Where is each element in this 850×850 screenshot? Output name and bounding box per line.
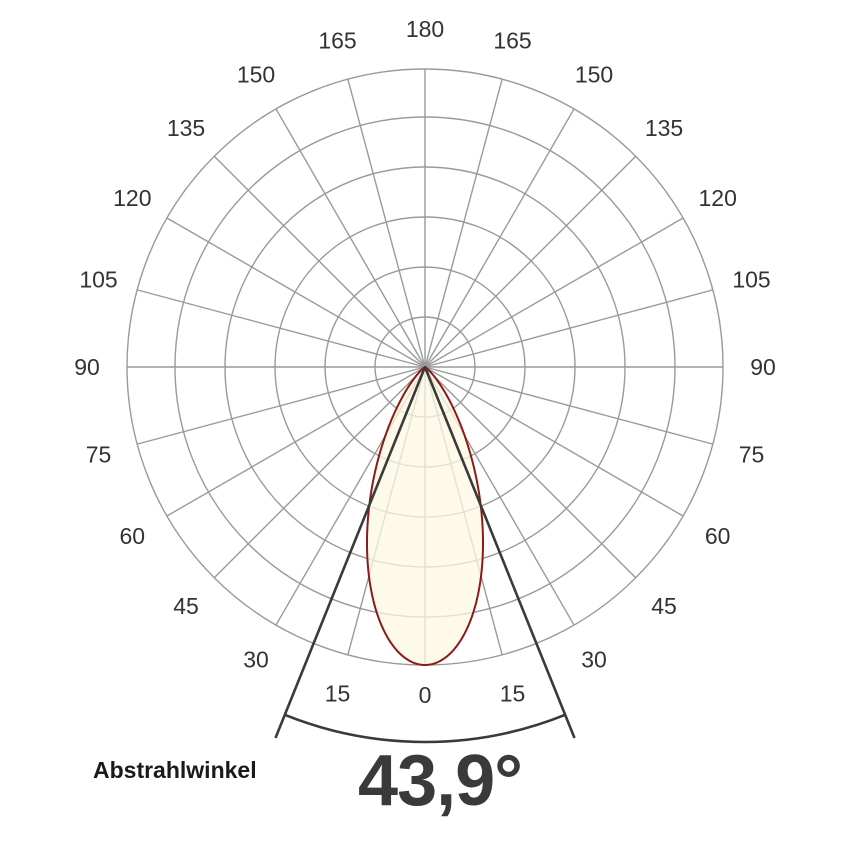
angle-tick-label: 45: [651, 593, 677, 619]
angle-tick-label: 90: [74, 354, 100, 380]
angle-tick-label: 0: [419, 682, 432, 708]
beam-angle-arc: [284, 713, 566, 744]
grid-spoke: [424, 289, 714, 368]
angle-tick-label: 180: [406, 16, 444, 42]
angle-tick-label: 150: [575, 61, 613, 87]
angle-tick-label: 105: [79, 267, 117, 293]
angle-tick-label: 165: [493, 28, 531, 54]
grid-spoke: [424, 217, 684, 368]
angle-tick-label: 30: [581, 647, 607, 673]
angle-tick-label: 165: [318, 28, 356, 54]
angle-tick-label: 60: [705, 523, 731, 549]
angle-tick-label: 15: [500, 681, 526, 707]
beam-angle-label: Abstrahlwinkel: [93, 757, 257, 783]
angle-tick-label: 90: [750, 354, 776, 380]
grid-spoke: [166, 366, 426, 517]
beam-angle-value: 43,9°: [358, 741, 523, 821]
intensity-curve-group: [366, 366, 484, 667]
grid-spoke: [424, 366, 637, 579]
grid-spoke: [424, 366, 684, 517]
angle-tick-label: 15: [325, 681, 351, 707]
intensity-curve-fill: [367, 367, 483, 665]
grid-spoke: [275, 108, 426, 368]
angle-tick-label: 60: [120, 523, 146, 549]
grid-spoke: [424, 366, 714, 445]
angle-tick-label: 45: [173, 593, 199, 619]
grid-spoke: [136, 289, 426, 368]
angle-tick-label: 75: [86, 442, 112, 468]
angle-tick-label: 105: [732, 267, 770, 293]
grid-spoke: [166, 217, 426, 368]
grid-spoke: [213, 155, 426, 368]
angle-labels: 0 15 30 45 60 75 90 105 120 135 150 165 180 15 30 45 60 7…: [74, 16, 776, 708]
angle-tick-label: 75: [739, 442, 765, 468]
grid-spoke: [136, 366, 426, 445]
grid-spoke: [424, 108, 575, 368]
intensity-curve-line: [366, 366, 484, 667]
grid-spoke: [213, 366, 426, 579]
angle-tick-label: 135: [645, 115, 683, 141]
angle-tick-label: 120: [113, 185, 151, 211]
beam-angle-line: [274, 366, 427, 739]
angle-tick-label: 30: [243, 647, 269, 673]
grid-spoke: [347, 78, 426, 368]
angle-tick-label: 150: [237, 61, 275, 87]
beam-angle-indicator: [274, 366, 576, 744]
beam-angle-line: [423, 366, 576, 739]
grid-spoke: [424, 155, 637, 368]
angle-tick-label: 135: [167, 115, 205, 141]
grid-spoke: [424, 78, 503, 368]
angle-tick-label: 120: [699, 185, 737, 211]
